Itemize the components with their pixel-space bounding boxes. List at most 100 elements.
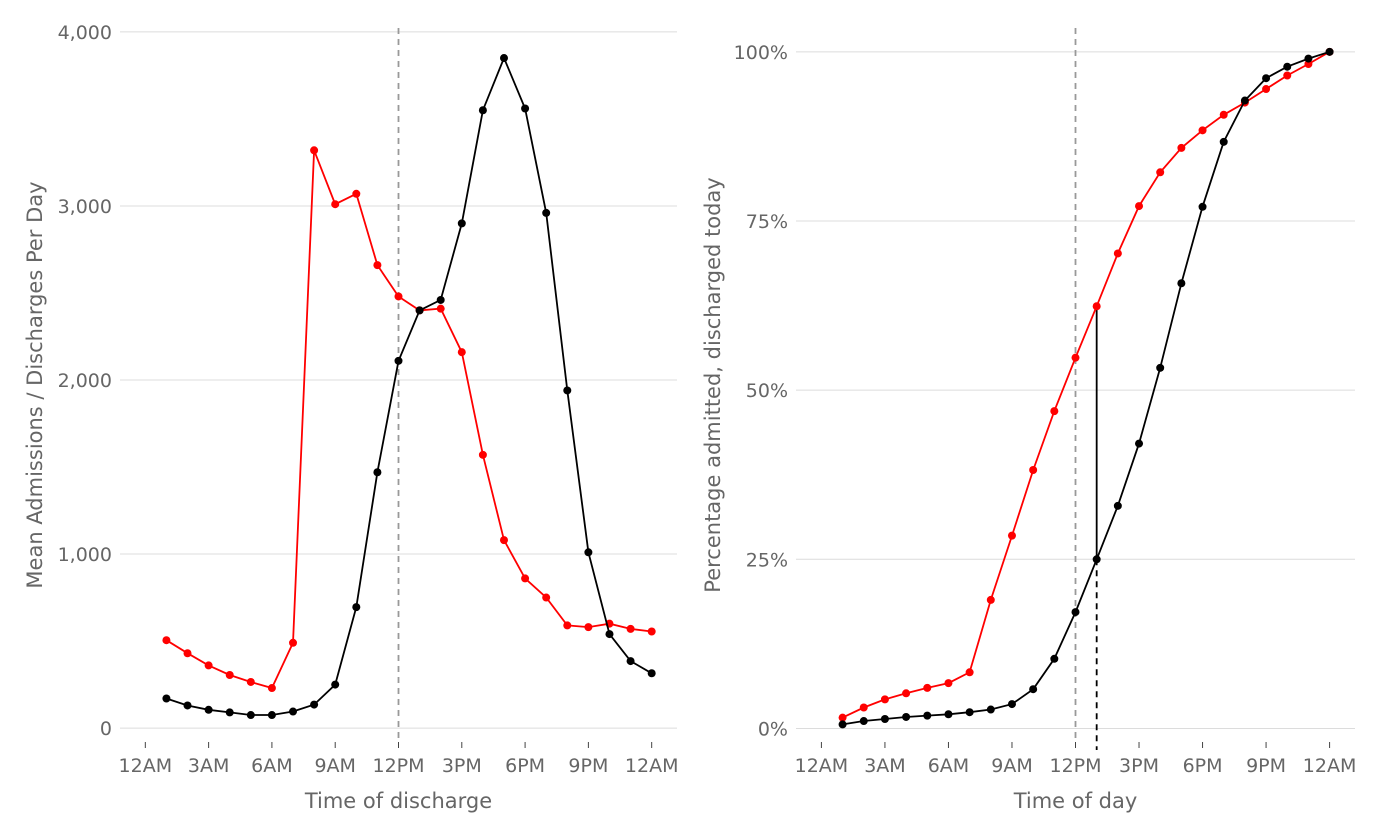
x-tick-label: 9PM <box>568 755 608 777</box>
data-point <box>1262 74 1271 83</box>
data-point <box>1325 47 1334 56</box>
data-point <box>1177 279 1186 288</box>
data-point <box>647 669 656 678</box>
data-point <box>1156 363 1165 372</box>
x-tick-label: 6AM <box>251 755 292 777</box>
data-point <box>246 711 255 720</box>
data-point <box>838 720 847 729</box>
x-tick-label: 6PM <box>1183 755 1223 777</box>
data-point <box>986 595 995 604</box>
data-point <box>965 708 974 717</box>
x-tick-label: 12AM <box>1303 755 1357 777</box>
data-point <box>965 668 974 677</box>
data-point <box>499 536 508 545</box>
data-point <box>944 679 953 688</box>
data-point <box>838 713 847 722</box>
data-point <box>880 714 889 723</box>
data-point <box>1113 249 1122 258</box>
y-axis-title: Percentage admitted, discharged today <box>701 177 725 592</box>
data-point <box>436 304 445 313</box>
series-line-red <box>165 149 652 690</box>
data-point <box>373 468 382 477</box>
data-point <box>478 106 487 115</box>
series-line-black <box>842 50 1330 726</box>
data-point <box>457 219 466 228</box>
series-line-red <box>842 51 1331 719</box>
x-axis-title: Time of discharge <box>304 789 492 813</box>
data-point <box>1092 302 1101 311</box>
x-axis-title: Time of day <box>1013 789 1138 813</box>
data-point <box>352 189 361 198</box>
y-tick-label: 2,000 <box>58 370 112 392</box>
data-point <box>1029 685 1038 694</box>
data-point <box>162 694 171 703</box>
data-point <box>1050 654 1059 663</box>
data-point <box>1156 168 1165 177</box>
data-point <box>563 621 572 630</box>
data-point <box>1135 202 1144 211</box>
data-point <box>1262 85 1271 94</box>
data-point <box>1050 407 1059 416</box>
data-point <box>415 306 424 315</box>
x-tick-label: 12AM <box>625 755 679 777</box>
data-point <box>1283 71 1292 80</box>
data-point <box>1135 439 1144 448</box>
data-point <box>647 627 656 636</box>
x-tick-label: 12AM <box>119 755 173 777</box>
data-point <box>605 630 614 639</box>
left-chart-panel: 0 1,000 2,000 3,000 4,000 12AM 3AM 6AM 9AM 12PM 3P… <box>23 22 678 813</box>
data-point <box>880 695 889 704</box>
x-tick-label: 3PM <box>442 755 482 777</box>
data-point <box>289 707 298 716</box>
data-point <box>1198 126 1207 135</box>
y-tick-label: 1,000 <box>58 544 112 566</box>
data-point <box>626 657 635 666</box>
data-point <box>986 705 995 714</box>
data-point <box>225 708 234 717</box>
y-tick-label: 75% <box>746 211 788 233</box>
data-point <box>1177 143 1186 152</box>
x-tick-label: 3PM <box>1119 755 1159 777</box>
data-point <box>923 711 932 720</box>
data-point <box>1219 110 1228 119</box>
x-tick-label: 6AM <box>928 755 969 777</box>
x-tick-label: 3AM <box>188 755 229 777</box>
data-point <box>499 54 508 63</box>
data-point <box>436 295 445 304</box>
data-point <box>1240 96 1249 105</box>
x-tick-label: 9PM <box>1246 755 1286 777</box>
x-tick-label: 12PM <box>1049 755 1101 777</box>
y-tick-label: 3,000 <box>58 196 112 218</box>
y-tick-label: 50% <box>746 380 788 402</box>
x-tick-label: 9AM <box>991 755 1032 777</box>
data-point <box>521 574 530 583</box>
data-point <box>225 670 234 679</box>
y-tick-label: 4,000 <box>58 22 112 44</box>
y-tick-label: 25% <box>746 549 788 571</box>
data-point <box>584 548 593 557</box>
data-point <box>1113 501 1122 510</box>
data-point <box>394 356 403 365</box>
data-point <box>373 261 382 270</box>
data-point <box>1283 62 1292 71</box>
data-point <box>310 146 319 155</box>
data-point <box>394 292 403 301</box>
data-point <box>859 717 868 726</box>
data-point <box>1219 137 1228 146</box>
data-point <box>267 711 276 720</box>
data-point <box>542 593 551 602</box>
data-point <box>563 386 572 395</box>
data-point <box>478 450 487 459</box>
y-tick-label: 100% <box>734 42 788 64</box>
data-point <box>521 104 530 113</box>
data-point <box>331 200 340 209</box>
data-point <box>183 701 192 710</box>
data-point <box>1029 465 1038 474</box>
data-point <box>289 638 298 647</box>
x-tick-label: 12AM <box>795 755 849 777</box>
data-point <box>352 603 361 612</box>
data-point <box>584 623 593 632</box>
data-point <box>310 700 319 709</box>
data-point <box>331 680 340 689</box>
data-point <box>1092 555 1101 564</box>
